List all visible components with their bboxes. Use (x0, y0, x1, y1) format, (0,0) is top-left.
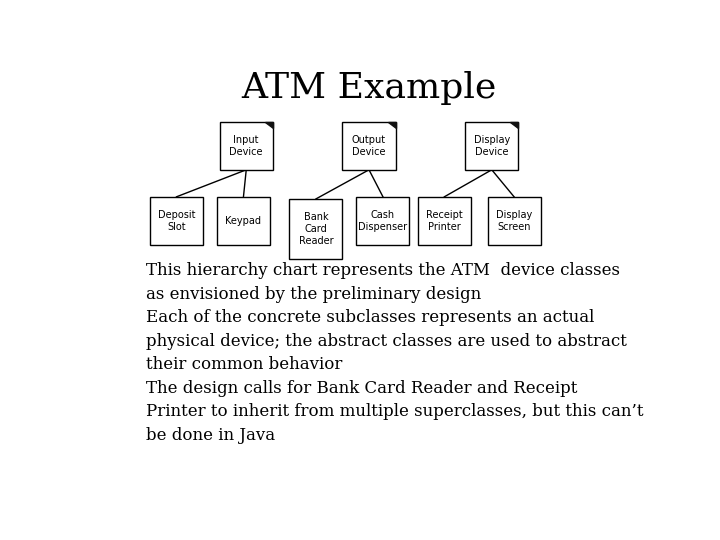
FancyBboxPatch shape (289, 199, 343, 259)
Text: Display
Device: Display Device (474, 135, 510, 157)
FancyBboxPatch shape (418, 197, 471, 245)
Text: Bank
Card
Reader: Bank Card Reader (299, 212, 333, 246)
FancyBboxPatch shape (343, 122, 395, 170)
FancyBboxPatch shape (150, 197, 203, 245)
Text: Input
Device: Input Device (230, 135, 263, 157)
Text: Output
Device: Output Device (352, 135, 386, 157)
Polygon shape (265, 122, 273, 128)
Polygon shape (510, 122, 518, 128)
FancyBboxPatch shape (220, 122, 273, 170)
Text: Deposit
Slot: Deposit Slot (158, 210, 195, 232)
FancyBboxPatch shape (465, 122, 518, 170)
FancyBboxPatch shape (487, 197, 541, 245)
Text: Receipt
Printer: Receipt Printer (426, 210, 463, 232)
Text: This hierarchy chart represents the ATM  device classes
as envisioned by the pre: This hierarchy chart represents the ATM … (145, 262, 643, 444)
Text: Keypad: Keypad (225, 215, 261, 226)
Text: ATM Example: ATM Example (241, 71, 497, 105)
FancyBboxPatch shape (217, 197, 270, 245)
Text: Display
Screen: Display Screen (496, 210, 532, 232)
Polygon shape (387, 122, 395, 128)
Text: Cash
Dispenser: Cash Dispenser (359, 210, 408, 232)
FancyBboxPatch shape (356, 197, 410, 245)
